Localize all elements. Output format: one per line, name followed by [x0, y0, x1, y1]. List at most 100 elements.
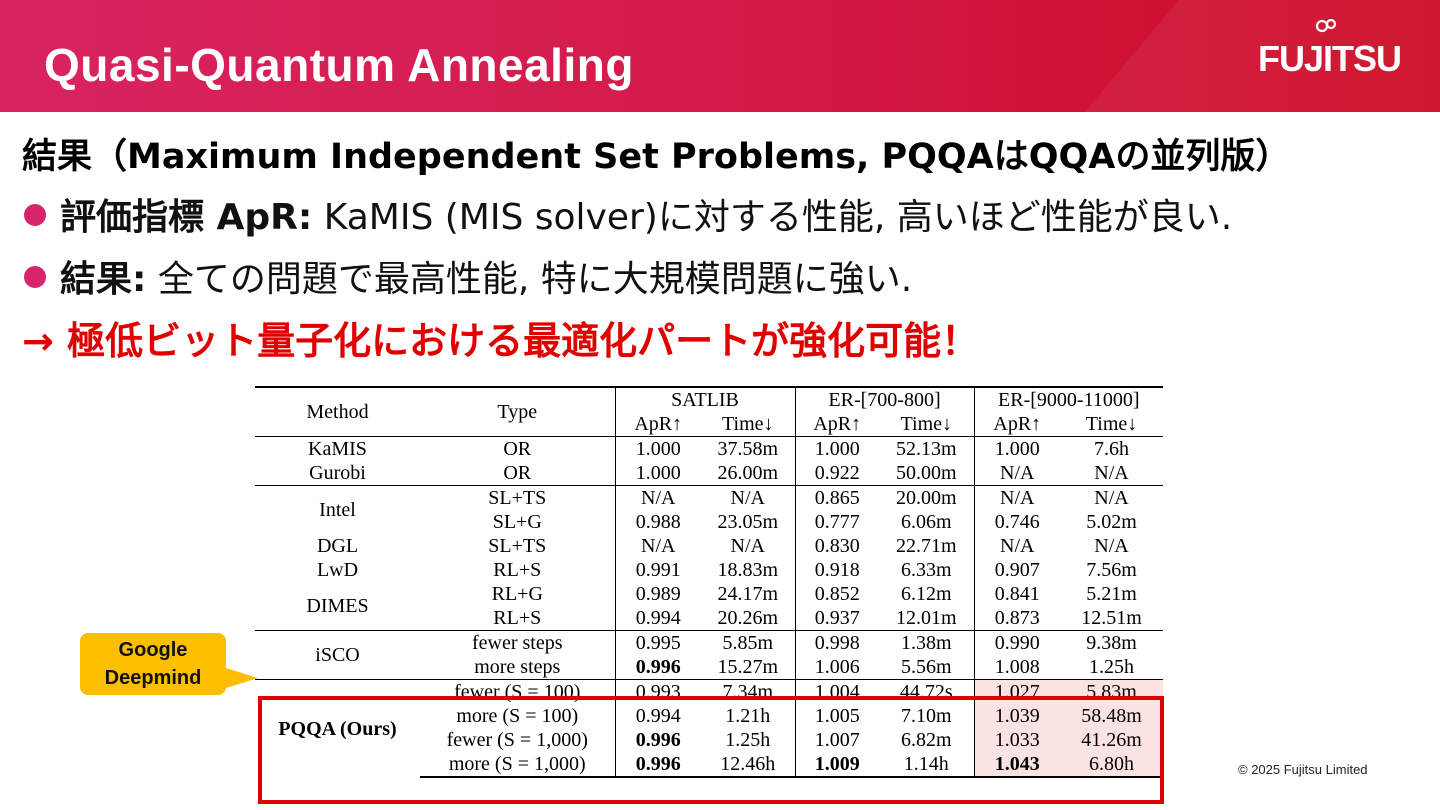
header-time: Time↓	[900, 413, 953, 435]
value-cell: 1.009	[794, 752, 880, 778]
value-cell: N/A	[1094, 535, 1129, 557]
value-cell: 0.922	[794, 461, 880, 486]
value-cell: 6.80h	[1060, 752, 1164, 778]
table-row: DIMES RL+G 0.989 24.17m 0.852 6.12m 0.841 5.21m	[255, 582, 1163, 617]
value-cell: 1.007	[794, 728, 880, 752]
type-cell: RL+S	[493, 607, 542, 629]
type-cell: SL+G	[492, 511, 542, 533]
value-cell: 0.873	[973, 606, 1061, 631]
value-cell: 1.38m	[879, 630, 975, 655]
value-cell: 1.004	[794, 679, 880, 704]
value-cell: 0.998	[794, 630, 880, 655]
value-cell: 7.10m	[900, 705, 952, 727]
value-cell: 0.937	[794, 606, 880, 631]
header-time: Time↓	[722, 413, 774, 435]
value-cell: 1.027	[973, 679, 1061, 704]
type-cell: RL+S	[493, 559, 542, 581]
callout-pointer	[226, 668, 258, 688]
method-cell: DIMES	[306, 595, 369, 617]
type-cell: fewer steps	[420, 630, 615, 655]
value-cell: 12.51m	[1081, 607, 1142, 629]
value-cell: 24.17m	[717, 583, 779, 605]
value-cell: 0.852	[794, 582, 880, 606]
value-cell: 5.02m	[1086, 511, 1137, 533]
value-cell: 6.06m	[900, 511, 952, 533]
table-row: PQQA (Ours) fewer (S = 100) 0.993 7.34m 1.00…	[255, 679, 1164, 777]
value-cell: 20.26m	[717, 607, 779, 629]
value-cell: 0.988	[614, 510, 701, 534]
value-cell: 1.000	[614, 461, 701, 486]
value-cell: 1.043	[973, 752, 1061, 778]
type-cell: fewer (S = 100)	[420, 679, 615, 704]
bullet-result: 結果: 全ての問題で最高性能, 特に大規模問題に強い.	[24, 250, 912, 302]
callout-line: Google	[118, 639, 188, 661]
type-cell: more (S = 1,000)	[420, 752, 615, 778]
method-cell: KaMIS	[255, 436, 420, 461]
value-cell: 26.00m	[717, 462, 779, 484]
header-group-er-small: ER-[700-800]	[794, 386, 975, 412]
table-row: SL+G 0.988 23.05m 0.777 6.06m 0.746 5.02m	[255, 510, 1163, 534]
type-cell: OR	[420, 436, 615, 461]
table-row: fewer (S = 1,000) 0.996 1.25h 1.007 6.82m 1.0…	[255, 728, 1164, 752]
value-cell: 1.005	[794, 704, 880, 728]
value-cell: N/A	[614, 485, 701, 510]
type-cell: more (S = 100)	[456, 705, 579, 727]
value-cell: 37.58m	[701, 436, 796, 461]
value-cell: 0.989	[614, 582, 701, 606]
value-cell: N/A	[730, 535, 765, 557]
value-cell: 6.82m	[900, 729, 952, 751]
type-cell: RL+G	[491, 583, 543, 605]
value-cell: 0.993	[614, 679, 701, 704]
value-cell: N/A	[973, 485, 1061, 510]
value-cell: 1.006	[794, 655, 880, 680]
value-cell: 1.25h	[725, 729, 771, 751]
value-cell: 58.48m	[1060, 704, 1164, 728]
bullet-label: 評価指標 ApR:	[60, 197, 313, 238]
value-cell: 12.01m	[895, 607, 957, 629]
method-cell: LwD	[316, 559, 359, 581]
value-cell: 0.996	[614, 728, 701, 752]
method-cell: DGL	[316, 535, 359, 557]
method-cell: Gurobi	[309, 462, 366, 484]
value-cell: 7.34m	[701, 679, 796, 704]
method-cell: iSCO	[255, 630, 420, 680]
google-deepmind-callout: Google Deepmind	[80, 633, 226, 695]
bullet-dot-icon	[24, 266, 46, 288]
value-cell: 52.13m	[879, 436, 975, 461]
value-cell: 5.56m	[900, 656, 952, 678]
value-cell: 22.71m	[895, 535, 957, 557]
bullet-text: 全ての問題で最高性能, 特に大規模問題に強い.	[146, 259, 913, 300]
type-cell: more steps	[474, 656, 561, 678]
value-cell: 0.830	[794, 534, 880, 558]
value-cell: N/A	[973, 534, 1061, 558]
value-cell: 12.46h	[701, 752, 796, 778]
value-cell: 1.039	[973, 704, 1061, 728]
value-cell: 0.996	[614, 655, 701, 680]
bullet-metric: 評価指標 ApR: KaMIS (MIS solver)に対する性能, 高いほど…	[24, 188, 1232, 240]
value-cell: 5.83m	[1060, 679, 1164, 704]
bullet-label: 結果:	[60, 259, 147, 300]
value-cell: 7.6h	[1060, 436, 1164, 461]
value-cell: 1.000	[794, 436, 880, 461]
value-cell: 6.33m	[900, 559, 952, 581]
header-group-satlib: SATLIB	[614, 386, 796, 412]
fujitsu-infinity-icon	[1315, 18, 1337, 33]
table-row: more (S = 100) 0.994 1.21h 1.005 7.10m 1.039 5…	[255, 704, 1164, 728]
method-cell: Intel	[255, 485, 420, 534]
value-cell: 50.00m	[895, 462, 957, 484]
value-cell: 20.00m	[879, 485, 975, 510]
slide-header: Quasi-Quantum Annealing FUJITSU	[0, 0, 1440, 112]
value-cell: 1.000	[973, 436, 1061, 461]
value-cell: 1.033	[973, 728, 1061, 752]
value-cell: 0.746	[973, 510, 1061, 534]
results-table-image: Method Type SATLIB ER-[700-800] ER-[9000…	[255, 386, 1165, 806]
value-cell: 23.05m	[717, 511, 779, 533]
value-cell: 0.907	[973, 558, 1061, 582]
value-cell: 0.991	[614, 558, 701, 582]
callout-line: Deepmind	[104, 667, 202, 689]
value-cell: 0.918	[794, 558, 880, 582]
value-cell: 7.56m	[1086, 559, 1137, 581]
type-cell: SL+TS	[420, 485, 615, 510]
value-cell: 0.994	[614, 606, 701, 631]
table-row: Gurobi OR 1.000 26.00m 0.922 50.00m N/A N/A	[255, 461, 1163, 486]
